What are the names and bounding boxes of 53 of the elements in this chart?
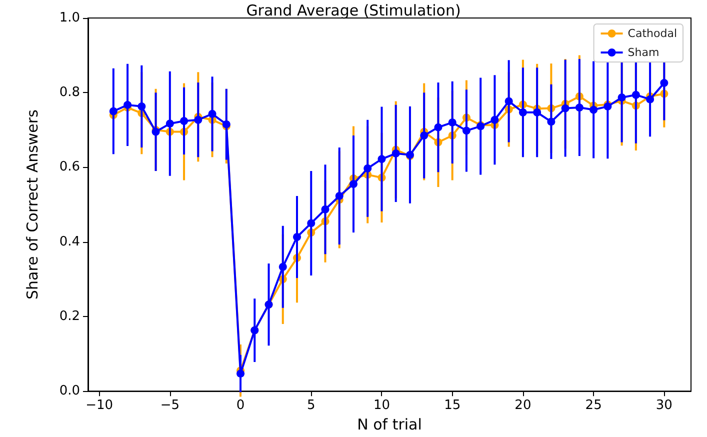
point [208, 110, 216, 118]
point [278, 262, 287, 271]
y-tick-label: 0.0 [59, 384, 80, 399]
x-tick-label: 30 [656, 398, 672, 414]
point [547, 118, 556, 126]
x-tick-label: −5 [160, 398, 180, 414]
point [646, 95, 654, 104]
x-tick-label: 0 [236, 398, 245, 414]
point [180, 116, 188, 125]
point [236, 370, 245, 378]
point [335, 192, 344, 200]
point [420, 132, 428, 140]
y-axis-title: Share of Correct Answers [24, 109, 42, 300]
point [618, 93, 626, 102]
legend-label: Sham [628, 46, 660, 59]
point [632, 90, 640, 99]
legend-label: Cathodal [628, 27, 678, 40]
point [138, 102, 146, 110]
y-tick-label: 1.0 [59, 10, 80, 26]
y-tick-label: 0.4 [59, 234, 80, 250]
point [434, 123, 442, 132]
point [350, 180, 358, 188]
y-tick-label: 0.6 [59, 160, 80, 175]
point [590, 106, 598, 114]
x-tick-label: 15 [444, 398, 461, 414]
y-tick-label: 0.2 [59, 308, 80, 324]
point [293, 233, 301, 242]
point [561, 104, 570, 112]
point [378, 155, 386, 164]
x-axis-title: N of trial [357, 416, 422, 434]
point [166, 120, 174, 128]
point [448, 118, 456, 126]
point [194, 116, 202, 124]
point [518, 108, 527, 116]
chart-title: Grand Average (Stimulation) [246, 2, 461, 20]
point [109, 107, 118, 116]
point [392, 149, 400, 158]
x-tick-label: −10 [86, 398, 114, 414]
point [504, 97, 513, 106]
x-tick-label: 25 [585, 398, 602, 414]
point [490, 116, 499, 124]
point [321, 205, 330, 214]
point [124, 100, 132, 109]
point [660, 78, 668, 87]
x-tick-label: 20 [514, 398, 532, 414]
point [307, 219, 316, 228]
point [533, 108, 542, 116]
point [462, 126, 470, 135]
point [575, 104, 584, 112]
point [364, 164, 372, 172]
x-tick-label: 10 [373, 398, 390, 414]
y-tick-label: 0.8 [59, 85, 80, 100]
x-tick-label: 5 [306, 398, 316, 414]
